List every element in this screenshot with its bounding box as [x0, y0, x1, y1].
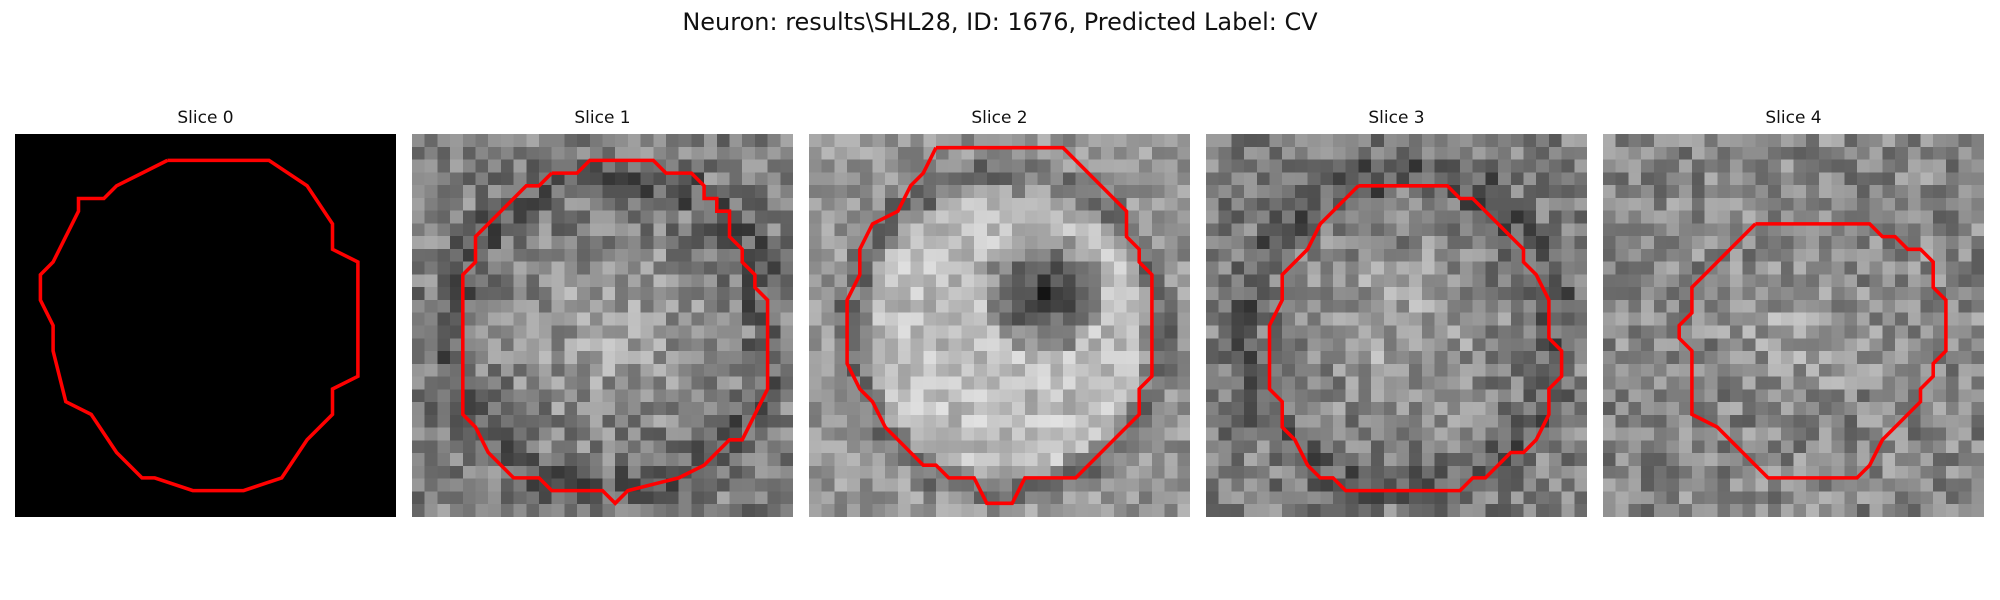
contour-1	[461, 158, 770, 506]
figure-title: Neuron: results\SHL28, ID: 1676, Predict…	[682, 8, 1318, 36]
slice-image-4	[1603, 134, 1984, 517]
slice-title-1: Slice 1	[574, 108, 631, 128]
slice-panel-3: Slice 3	[1206, 107, 1587, 517]
slice-title-0: Slice 0	[177, 108, 234, 128]
slice-panel-1: Slice 1	[412, 107, 793, 517]
contour-0	[38, 158, 360, 493]
slice-title-2: Slice 2	[971, 108, 1028, 128]
slice-image-2	[809, 134, 1190, 517]
slice-panel-2: Slice 2	[809, 107, 1190, 517]
contour-2	[845, 145, 1154, 506]
slice-panel-4: Slice 4	[1603, 107, 1984, 517]
slice-title-3: Slice 3	[1368, 108, 1425, 128]
slice-image-1	[412, 134, 793, 517]
contour-3	[1267, 184, 1564, 493]
slice-panel-0: Slice 0	[15, 107, 396, 517]
slice-title-4: Slice 4	[1765, 108, 1822, 128]
contour-4	[1677, 222, 1948, 480]
